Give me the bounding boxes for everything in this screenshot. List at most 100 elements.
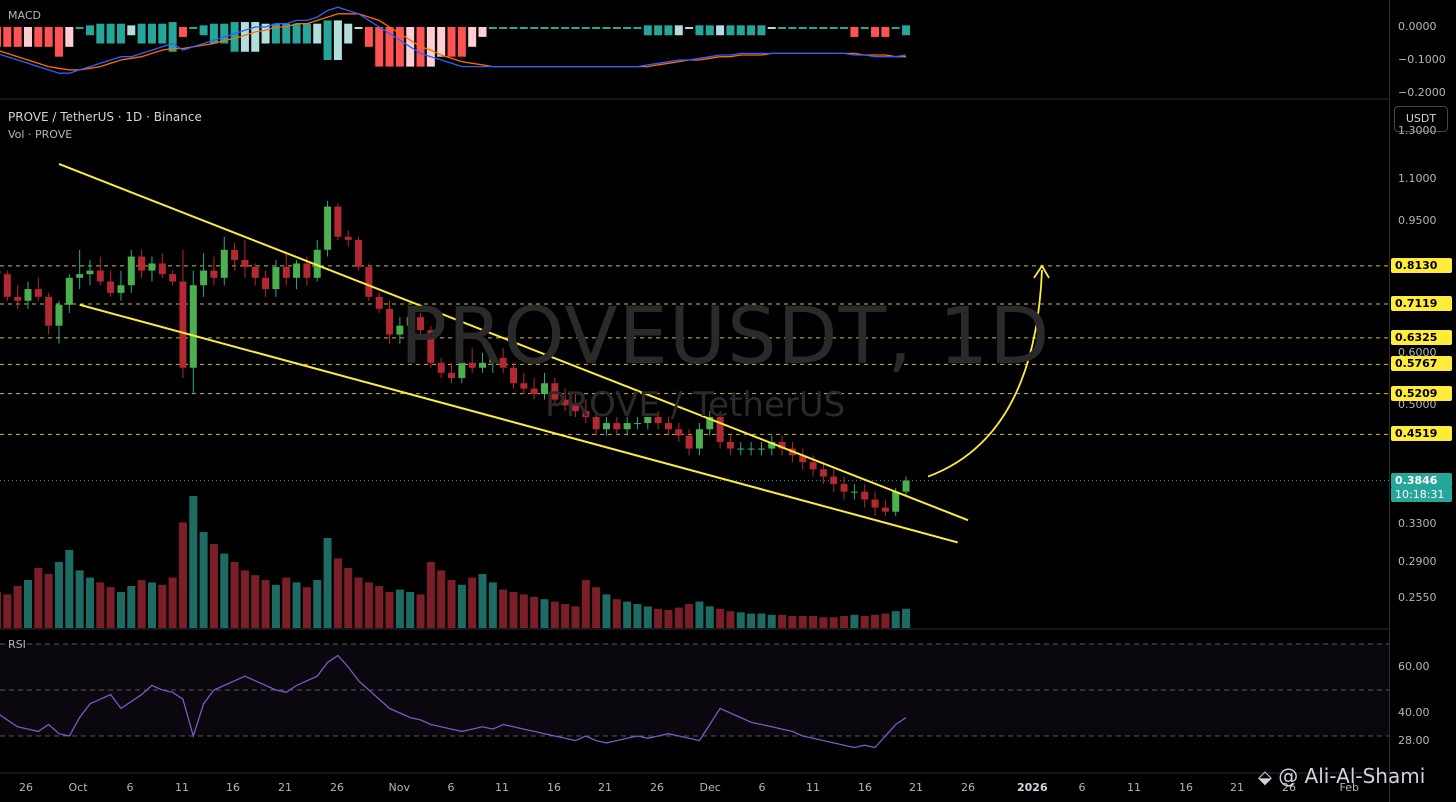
macd-histogram-bar: [550, 27, 559, 29]
volume-bar: [871, 614, 880, 628]
candle-body: [334, 206, 342, 237]
macd-histogram-bar: [230, 22, 239, 52]
volume-bar: [468, 577, 477, 628]
volume-bar: [106, 587, 115, 628]
candle-body: [540, 383, 548, 395]
arrow-head-icon: [1033, 264, 1050, 279]
volume-bar: [426, 562, 435, 628]
candle-body: [737, 448, 745, 450]
macd-histogram-bar: [127, 25, 136, 36]
volume-bar: [685, 604, 694, 628]
projection-arrow: [927, 269, 1043, 478]
candle-body: [809, 462, 817, 470]
volume-bar: [664, 610, 673, 628]
candle-body: [468, 362, 476, 368]
volume-bar: [726, 611, 735, 628]
volume-bar: [478, 574, 487, 628]
symbol-watermark: PROVEUSDT, 1D: [400, 292, 1051, 382]
macd-histogram-bar: [685, 27, 694, 29]
macd-histogram-bar: [220, 23, 229, 44]
macd-histogram-bar: [519, 27, 528, 29]
macd-histogram-bar: [209, 23, 218, 44]
volume-bar: [199, 532, 208, 628]
author-signature: ⬙ @ Ali-Al-Shami: [1258, 764, 1425, 788]
time-axis-label: 6: [758, 781, 766, 794]
volume-bar: [757, 613, 766, 628]
macd-histogram-bar: [829, 27, 838, 29]
time-axis-label: 16: [858, 781, 872, 794]
price-tick-label: 0.6000: [1398, 346, 1437, 360]
candle-body: [24, 289, 32, 301]
candle-body: [571, 405, 579, 412]
macd-histogram-bar: [612, 27, 621, 29]
macd-histogram-bar: [75, 27, 84, 29]
time-axis-label: 16: [226, 781, 240, 794]
macd-histogram-bar: [189, 27, 198, 29]
volume-bar: [840, 616, 849, 628]
candle-body: [127, 256, 135, 286]
volume-bar: [519, 594, 528, 628]
macd-histogram-bar: [798, 27, 807, 29]
macd-histogram-bar: [447, 27, 456, 57]
volume-bar: [695, 601, 704, 628]
time-axis-label: 21: [278, 781, 292, 794]
candle-body: [716, 417, 724, 442]
candle-body: [448, 372, 456, 378]
candle-body: [0, 270, 1, 275]
volume-bar: [354, 577, 363, 628]
wedge-lower-trendline: [79, 303, 958, 544]
candle-body: [830, 476, 838, 485]
macd-histogram-bar: [457, 27, 466, 57]
macd-histogram-bar: [643, 25, 652, 36]
candle-body: [892, 491, 900, 512]
time-axis-label: Dec: [699, 781, 721, 794]
candle-body: [458, 362, 466, 378]
time-axis-label: 6: [1078, 781, 1086, 794]
candle-body: [14, 296, 22, 301]
candle-body: [747, 448, 755, 450]
candle-body: [293, 263, 301, 278]
macd-histogram-bar: [602, 27, 611, 29]
time-axis-label: 6: [447, 781, 455, 794]
macd-histogram-bar: [375, 27, 384, 67]
candle-body: [726, 441, 734, 449]
candle-body: [778, 441, 786, 449]
trading-chart[interactable]: [0, 0, 1389, 802]
time-axis-label: Nov: [388, 781, 410, 794]
candle-body: [86, 270, 94, 275]
macd-histogram-bar: [736, 25, 745, 36]
volume-bar: [44, 574, 53, 628]
price-axis[interactable]: [1389, 0, 1456, 802]
macd-histogram-bar: [344, 23, 353, 44]
macd-histogram-bar: [3, 27, 12, 47]
volume-bar: [509, 592, 518, 628]
price-tick-label: 1.3000: [1398, 124, 1437, 138]
time-axis-label: 21: [909, 781, 923, 794]
candle-body: [840, 484, 848, 492]
volume-bar: [230, 562, 239, 628]
volume-bar: [158, 584, 167, 628]
macd-histogram-bar: [0, 27, 1, 47]
volume-bar: [902, 608, 911, 628]
volume-bar: [323, 538, 332, 628]
volume-bar: [364, 582, 373, 628]
volume-bar: [602, 594, 611, 628]
macd-histogram-bar: [571, 27, 580, 29]
exchange-logo-icon: ⬙: [1258, 767, 1272, 788]
volume-label[interactable]: Vol · PROVE: [8, 128, 73, 141]
candle-body: [148, 263, 156, 271]
author-name: @ Ali-Al-Shami: [1278, 764, 1426, 788]
time-axis-label: 21: [598, 781, 612, 794]
currency-button[interactable]: USDT: [1394, 106, 1448, 132]
macd-histogram-bar: [54, 27, 63, 57]
candle-body: [644, 417, 652, 424]
candle-body: [313, 249, 321, 278]
symbol-title[interactable]: PROVE / TetherUS · 1D · Binance: [8, 110, 202, 124]
candle-body: [417, 317, 425, 331]
macd-histogram-bar: [530, 27, 539, 29]
macd-histogram-bar: [860, 27, 869, 29]
time-axis-label: 11: [495, 781, 509, 794]
candle-body: [602, 423, 610, 430]
volume-bar: [829, 617, 838, 628]
macd-histogram-bar: [364, 27, 373, 47]
